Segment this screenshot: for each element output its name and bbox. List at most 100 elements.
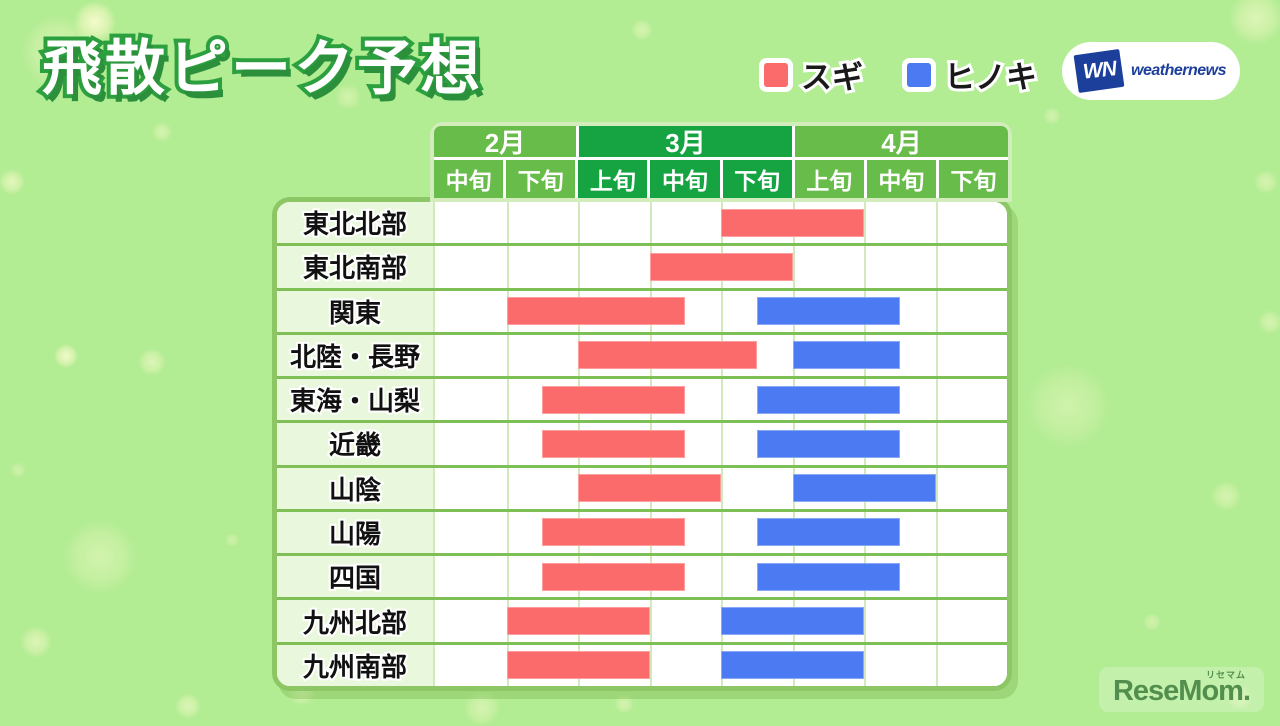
hinoki-bar [756, 297, 900, 326]
table-row: 山陽 [277, 508, 1007, 554]
table-row: 近畿 [277, 420, 1007, 465]
table-row: 関東 [277, 287, 1007, 332]
sugi-bar [649, 252, 793, 281]
bokeh-circle [175, 693, 201, 719]
gridline [935, 334, 938, 377]
gridline [649, 644, 652, 686]
resemom-ruby: リセマム [1205, 670, 1246, 680]
gridline [506, 246, 509, 288]
bokeh-circle [1254, 170, 1278, 194]
sugi-bar [542, 429, 686, 458]
month-header: 4月 [795, 126, 1008, 158]
region-label: 北陸・長野 [277, 334, 435, 377]
table-row: 山陰 [277, 464, 1007, 509]
bokeh-circle [614, 694, 634, 714]
gridline [935, 202, 938, 244]
gridline [935, 600, 938, 642]
sugi-swatch-icon [764, 62, 788, 87]
resemom-watermark: リセマム ReseMom. [1098, 667, 1264, 712]
bokeh-circle [0, 169, 25, 195]
row-grid [435, 644, 1007, 686]
sugi-bar [578, 341, 757, 370]
gridline [506, 423, 509, 465]
region-label: 東北北部 [277, 202, 435, 244]
bokeh-circle [464, 690, 500, 726]
legend-item-sugi: スギ [764, 52, 866, 98]
gridline [935, 467, 938, 509]
gridline [935, 246, 938, 288]
sugi-bar [506, 297, 686, 326]
gridline [935, 290, 938, 332]
hinoki-bar [756, 385, 900, 414]
region-label: 関東 [277, 290, 435, 332]
gridline [506, 334, 509, 377]
gridline [721, 423, 723, 465]
row-grid [435, 379, 1007, 421]
bokeh-circle [10, 462, 26, 478]
table-row: 九州北部 [277, 597, 1007, 642]
legend-label-sugi: スギ [798, 57, 866, 98]
sugi-bar [542, 562, 686, 591]
timeline-header: 2月 3月 4月 中旬 下旬 上旬 中旬 下旬 上旬 中旬 下旬 [430, 122, 1012, 202]
row-grid [435, 467, 1007, 509]
region-label: 東北南部 [277, 246, 435, 288]
gridline [864, 600, 866, 642]
resemom-logo-text: ReseMom. [1112, 675, 1251, 707]
bokeh-circle [20, 626, 52, 658]
sugi-bar [542, 518, 686, 547]
gridline [721, 379, 723, 421]
table-row: 東北南部 [277, 243, 1007, 288]
row-grid [435, 600, 1007, 642]
region-label: 九州北部 [277, 600, 435, 642]
period-header: 上旬 [794, 160, 864, 198]
bokeh-circle [63, 520, 137, 594]
bokeh-circle [1211, 481, 1241, 511]
period-header: 下旬 [722, 160, 792, 198]
hinoki-bar [792, 341, 900, 370]
sugi-bar [721, 208, 864, 237]
gridline [578, 202, 580, 244]
gridline [864, 246, 866, 288]
row-grid [435, 423, 1007, 465]
hinoki-bar [756, 518, 900, 547]
bokeh-circle [1258, 310, 1280, 334]
hinoki-bar [792, 474, 936, 503]
gridline [721, 556, 723, 598]
row-grid [435, 202, 1007, 244]
bokeh-circle [54, 344, 78, 368]
period-header: 下旬 [506, 160, 576, 198]
table-row: 北陸・長野 [277, 331, 1007, 377]
gridline [935, 644, 938, 686]
gridline [935, 511, 938, 554]
gridline [935, 556, 938, 598]
table-row: 九州南部 [277, 641, 1007, 686]
gridline [864, 644, 866, 686]
forecast-table: 東北北部 東北南部 関東 北陸・長野 東海・山梨 近畿 山陰 山陽 四国 九州北部 九州南部 [272, 197, 1012, 691]
sugi-bar [542, 385, 686, 414]
gridline [578, 246, 580, 288]
hinoki-bar [721, 651, 864, 680]
region-label: 九州南部 [277, 644, 435, 686]
row-grid [435, 334, 1007, 377]
bokeh-circle [225, 533, 239, 547]
region-label: 東海・山梨 [277, 379, 435, 421]
weathernews-logo-text: weathernews [1131, 62, 1226, 79]
legend-label-hinoki: ヒノキ [941, 57, 1040, 98]
bokeh-circle [1026, 364, 1110, 448]
gridline [506, 511, 509, 554]
sugi-bar [506, 607, 650, 636]
bokeh-circle [1043, 107, 1061, 125]
gridline [649, 202, 652, 244]
region-label: 山陰 [277, 467, 435, 509]
gridline [649, 600, 652, 642]
gridline [721, 467, 723, 509]
row-grid [435, 246, 1007, 288]
period-header: 中旬 [650, 160, 720, 198]
page-title: 飛散ピーク予想 [38, 31, 484, 106]
gridline [864, 202, 866, 244]
row-grid [435, 511, 1007, 554]
table-row: 東海・山梨 [277, 376, 1007, 421]
hinoki-bar [756, 562, 900, 591]
gridline [506, 202, 509, 244]
